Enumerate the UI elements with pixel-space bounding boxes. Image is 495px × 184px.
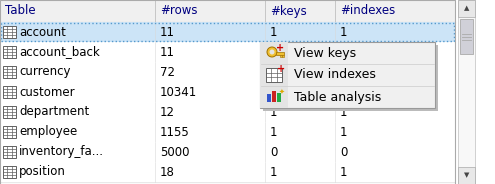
Bar xyxy=(0,42,455,62)
Bar xyxy=(276,52,284,54)
Bar xyxy=(267,94,271,102)
Bar xyxy=(0,102,455,122)
Bar xyxy=(0,22,455,42)
Bar xyxy=(0,162,455,182)
Bar xyxy=(3,26,16,38)
Text: customer: customer xyxy=(19,86,75,98)
Text: 1: 1 xyxy=(270,165,278,178)
Text: 2: 2 xyxy=(270,66,278,79)
Text: #keys: #keys xyxy=(270,4,307,17)
Bar xyxy=(280,54,282,56)
Bar xyxy=(272,91,276,102)
Text: account_back: account_back xyxy=(19,45,100,59)
Circle shape xyxy=(267,47,277,57)
Bar xyxy=(458,0,475,17)
Text: position: position xyxy=(19,165,66,178)
Text: ✦: ✦ xyxy=(279,89,285,95)
Text: department: department xyxy=(19,105,89,118)
Text: 1: 1 xyxy=(340,105,347,118)
Bar xyxy=(0,122,455,142)
Bar xyxy=(0,142,455,162)
Text: inventory_fa...: inventory_fa... xyxy=(19,146,104,158)
Text: View keys: View keys xyxy=(294,47,356,59)
Bar xyxy=(3,46,16,58)
Text: 1: 1 xyxy=(270,125,278,139)
Bar xyxy=(260,86,288,108)
Text: 1: 1 xyxy=(270,105,278,118)
Bar xyxy=(1,23,454,41)
Text: 12: 12 xyxy=(160,105,175,118)
Text: 11: 11 xyxy=(160,45,175,59)
Text: 72: 72 xyxy=(160,66,175,79)
Text: 1: 1 xyxy=(340,165,347,178)
Text: View indexes: View indexes xyxy=(294,68,376,82)
Bar xyxy=(263,45,438,111)
Bar xyxy=(3,146,16,158)
Text: Table: Table xyxy=(5,4,36,17)
Text: ▼: ▼ xyxy=(464,173,469,178)
Text: 0: 0 xyxy=(270,146,277,158)
Bar xyxy=(282,54,284,56)
Text: 0: 0 xyxy=(340,146,347,158)
Text: 1: 1 xyxy=(270,86,278,98)
Text: ▲: ▲ xyxy=(464,6,469,11)
Text: account: account xyxy=(19,26,66,38)
Text: #indexes: #indexes xyxy=(340,4,395,17)
Text: 10341: 10341 xyxy=(160,86,197,98)
Bar xyxy=(0,62,455,82)
Text: 1: 1 xyxy=(340,26,347,38)
Bar xyxy=(0,82,455,102)
Text: Table analysis: Table analysis xyxy=(294,91,381,103)
Text: 5000: 5000 xyxy=(160,146,190,158)
Text: +: + xyxy=(277,64,285,74)
Text: 1155: 1155 xyxy=(160,125,190,139)
Bar xyxy=(3,126,16,138)
Text: employee: employee xyxy=(19,125,77,139)
Text: 1: 1 xyxy=(270,45,278,59)
Text: 18: 18 xyxy=(160,165,175,178)
Bar xyxy=(3,66,16,78)
Text: 1: 1 xyxy=(270,26,278,38)
Bar xyxy=(277,93,281,102)
Bar xyxy=(260,64,288,86)
Bar xyxy=(3,166,16,178)
Bar xyxy=(458,0,475,184)
Bar xyxy=(460,19,473,54)
Text: #rows: #rows xyxy=(160,4,198,17)
Bar xyxy=(0,0,455,22)
Bar xyxy=(3,106,16,118)
Text: 11: 11 xyxy=(160,26,175,38)
Bar xyxy=(3,86,16,98)
Circle shape xyxy=(269,49,275,54)
Bar xyxy=(260,42,435,108)
Text: currency: currency xyxy=(19,66,70,79)
Bar xyxy=(260,42,288,64)
Bar xyxy=(266,68,282,82)
Text: 1: 1 xyxy=(340,125,347,139)
Text: +: + xyxy=(276,43,284,53)
Bar xyxy=(458,167,475,184)
